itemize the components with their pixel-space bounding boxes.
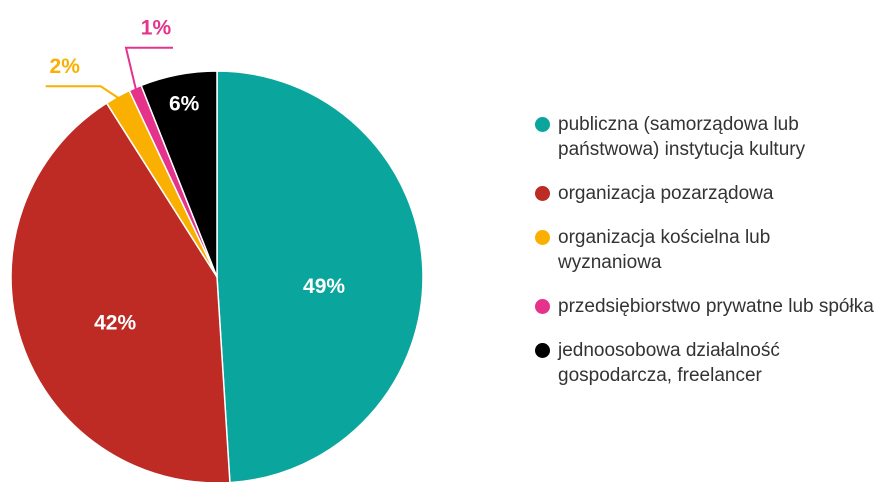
legend-label: przedsiębiorstwo prywatne lub spółka xyxy=(558,296,874,317)
legend-item: organizacja pozarządowa xyxy=(535,181,880,206)
legend-label: publiczna (samorządowa lub państwowa) in… xyxy=(558,114,806,160)
pie-slice xyxy=(10,102,231,482)
slice-label: 1% xyxy=(141,16,172,39)
legend-marker xyxy=(535,186,550,201)
leader-line xyxy=(124,46,173,91)
legend-label: organizacja pozarządowa xyxy=(558,183,774,204)
legend-item: publiczna (samorządowa lub państwowa) in… xyxy=(535,112,880,162)
legend-item: jednoosobowa działalność gospodarcza, fr… xyxy=(535,338,880,388)
legend-label: organizacja kościelna lub wyznaniowa xyxy=(558,227,771,273)
legend: publiczna (samorządowa lub państwowa) in… xyxy=(535,112,880,407)
legend-item: organizacja kościelna lub wyznaniowa xyxy=(535,225,880,275)
slice-label: 42% xyxy=(94,312,136,335)
pie-slice xyxy=(140,70,218,278)
legend-marker xyxy=(535,230,550,245)
slice-label: 2% xyxy=(50,55,81,78)
leader-line xyxy=(45,85,120,100)
legend-marker xyxy=(535,343,550,358)
slice-label: 6% xyxy=(169,93,200,116)
legend-marker xyxy=(535,299,550,314)
legend-label: jednoosobowa działalność gospodarcza, fr… xyxy=(558,340,780,386)
legend-item: przedsiębiorstwo prywatne lub spółka xyxy=(535,294,880,319)
legend-marker xyxy=(535,117,550,132)
slice-label: 49% xyxy=(303,275,345,298)
pie-slice xyxy=(216,70,424,482)
